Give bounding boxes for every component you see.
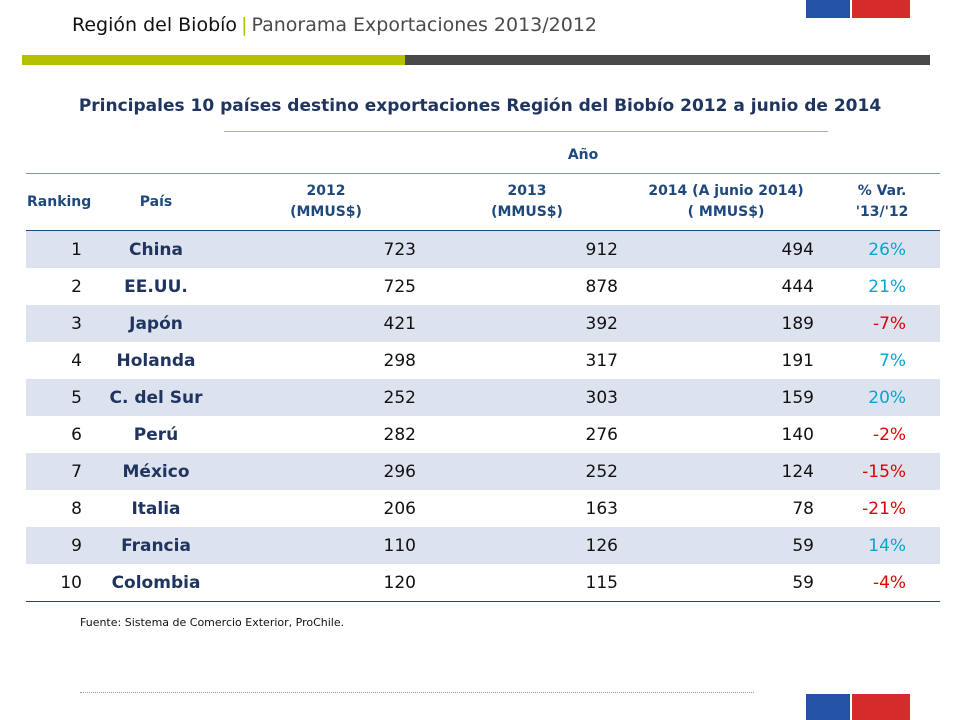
value-2014-cell: 191 — [781, 350, 814, 371]
rank-cell: 5 — [26, 379, 86, 416]
table-row: 10 Colombia 120 115 59 -4% — [26, 564, 941, 602]
value-2014-cell: 59 — [628, 564, 824, 602]
footer-dotted-divider — [80, 692, 754, 693]
rank-cell: 8 — [71, 498, 82, 519]
accent-band-green — [22, 55, 405, 65]
variation-cell: 26% — [824, 230, 941, 268]
table-row: 5 C. del Sur 252 303 159 20% — [26, 379, 941, 416]
value-2013-cell: 276 — [585, 424, 618, 445]
value-2014-cell: 78 — [792, 498, 814, 519]
accent-band-gray — [405, 55, 930, 65]
value-2013-cell: 912 — [426, 230, 628, 268]
table-row: 9 Francia 110 126 59 14% — [26, 527, 941, 564]
value-2013-cell: 115 — [426, 564, 628, 602]
rank-cell: 10 — [26, 564, 86, 602]
value-2012-cell: 282 — [383, 424, 416, 445]
slide-title: Principales 10 países destino exportacio… — [78, 96, 882, 116]
country-cell: Francia — [86, 527, 226, 564]
value-2013-cell: 878 — [585, 276, 618, 297]
header-subtitle: Panorama Exportaciones 2013/2012 — [251, 14, 597, 36]
year-group-header: Año — [226, 137, 941, 174]
value-2014-cell: 159 — [628, 379, 824, 416]
value-2013-cell: 252 — [426, 453, 628, 490]
col-header-country: País — [86, 173, 226, 231]
variation-cell: -15% — [824, 453, 941, 490]
variation-cell: -7% — [824, 305, 941, 342]
rank-cell: 3 — [26, 305, 86, 342]
rank-cell: 2 — [71, 276, 82, 297]
flag-red-block — [852, 694, 910, 720]
variation-cell: -21% — [862, 498, 907, 519]
header-separator: | — [241, 14, 248, 36]
value-2014-cell: 189 — [628, 305, 824, 342]
source-note: Fuente: Sistema de Comercio Exterior, Pr… — [80, 616, 345, 629]
rank-cell: 4 — [71, 350, 82, 371]
value-2012-cell: 110 — [226, 527, 426, 564]
country-cell: Colombia — [86, 564, 226, 602]
slide-header: Región del Biobío | Panorama Exportaciones… — [72, 14, 597, 36]
value-2013-cell: 303 — [426, 379, 628, 416]
value-2013-cell: 126 — [426, 527, 628, 564]
variation-cell: -4% — [824, 564, 941, 602]
flag-blue-block — [806, 694, 850, 720]
value-2012-cell: 421 — [226, 305, 426, 342]
table-row: 2 EE.UU. 725 878 444 21% — [26, 268, 940, 305]
rank-cell: 1 — [26, 230, 86, 268]
country-cell: China — [86, 230, 226, 268]
variation-cell: 21% — [868, 276, 907, 297]
table-group-header-row: Año — [26, 137, 941, 174]
country-cell: EE.UU. — [124, 276, 188, 297]
value-2013-cell: 392 — [426, 305, 628, 342]
variation-cell: 7% — [879, 350, 907, 371]
value-2012-cell: 723 — [226, 230, 426, 268]
table-row: 6 Perú 282 276 140 -2% — [26, 416, 940, 453]
variation-cell: 14% — [824, 527, 941, 564]
country-cell: Perú — [133, 424, 179, 445]
variation-cell: -2% — [872, 424, 907, 445]
flag-red-block — [852, 0, 910, 18]
value-2013-cell: 317 — [585, 350, 618, 371]
country-cell: Holanda — [116, 350, 196, 371]
table-row: 1 China 723 912 494 26% — [26, 230, 941, 268]
table-row: 4 Holanda 298 317 191 7% — [26, 342, 940, 379]
country-cell: C. del Sur — [86, 379, 226, 416]
col-header-variation: % Var. '13/'12 — [824, 173, 941, 231]
value-2014-cell: 124 — [628, 453, 824, 490]
value-2014-cell: 140 — [781, 424, 814, 445]
value-2014-cell: 494 — [628, 230, 824, 268]
value-2012-cell: 298 — [383, 350, 416, 371]
country-cell: México — [86, 453, 226, 490]
value-2012-cell: 206 — [383, 498, 416, 519]
col-header-ranking: Ranking — [26, 173, 91, 231]
exports-table: Año Ranking País 2012 (MMUS$) 2013 (MMUS$)… — [26, 137, 941, 602]
title-divider — [224, 131, 828, 132]
flag-bottom-decoration — [806, 694, 910, 720]
value-2012-cell: 252 — [226, 379, 426, 416]
rank-cell: 7 — [26, 453, 86, 490]
value-2012-cell: 296 — [226, 453, 426, 490]
flag-blue-block — [806, 0, 850, 18]
value-2014-cell: 59 — [628, 527, 824, 564]
country-cell: Japón — [86, 305, 226, 342]
table-column-header-row: Ranking País 2012 (MMUS$) 2013 (MMUS$) 201… — [26, 173, 941, 231]
value-2014-cell: 444 — [781, 276, 814, 297]
country-cell: Italia — [131, 498, 181, 519]
col-header-2014: 2014 (A junio 2014)( MMUS$) — [628, 173, 824, 231]
variation-cell: 20% — [824, 379, 941, 416]
header-region: Región del Biobío — [72, 14, 238, 36]
value-2012-cell: 725 — [383, 276, 416, 297]
col-header-2012: 2012 (MMUS$) — [226, 173, 426, 231]
rank-cell: 6 — [71, 424, 82, 445]
value-2013-cell: 163 — [585, 498, 618, 519]
table-row: 3 Japón 421 392 189 -7% — [26, 305, 941, 342]
table-row: 8 Italia 206 163 78 -21% — [26, 490, 940, 527]
flag-top-decoration — [806, 0, 910, 18]
rank-cell: 9 — [26, 527, 86, 564]
table-row: 7 México 296 252 124 -15% — [26, 453, 941, 490]
col-header-2013: 2013 (MMUS$) — [426, 173, 628, 231]
value-2012-cell: 120 — [226, 564, 426, 602]
